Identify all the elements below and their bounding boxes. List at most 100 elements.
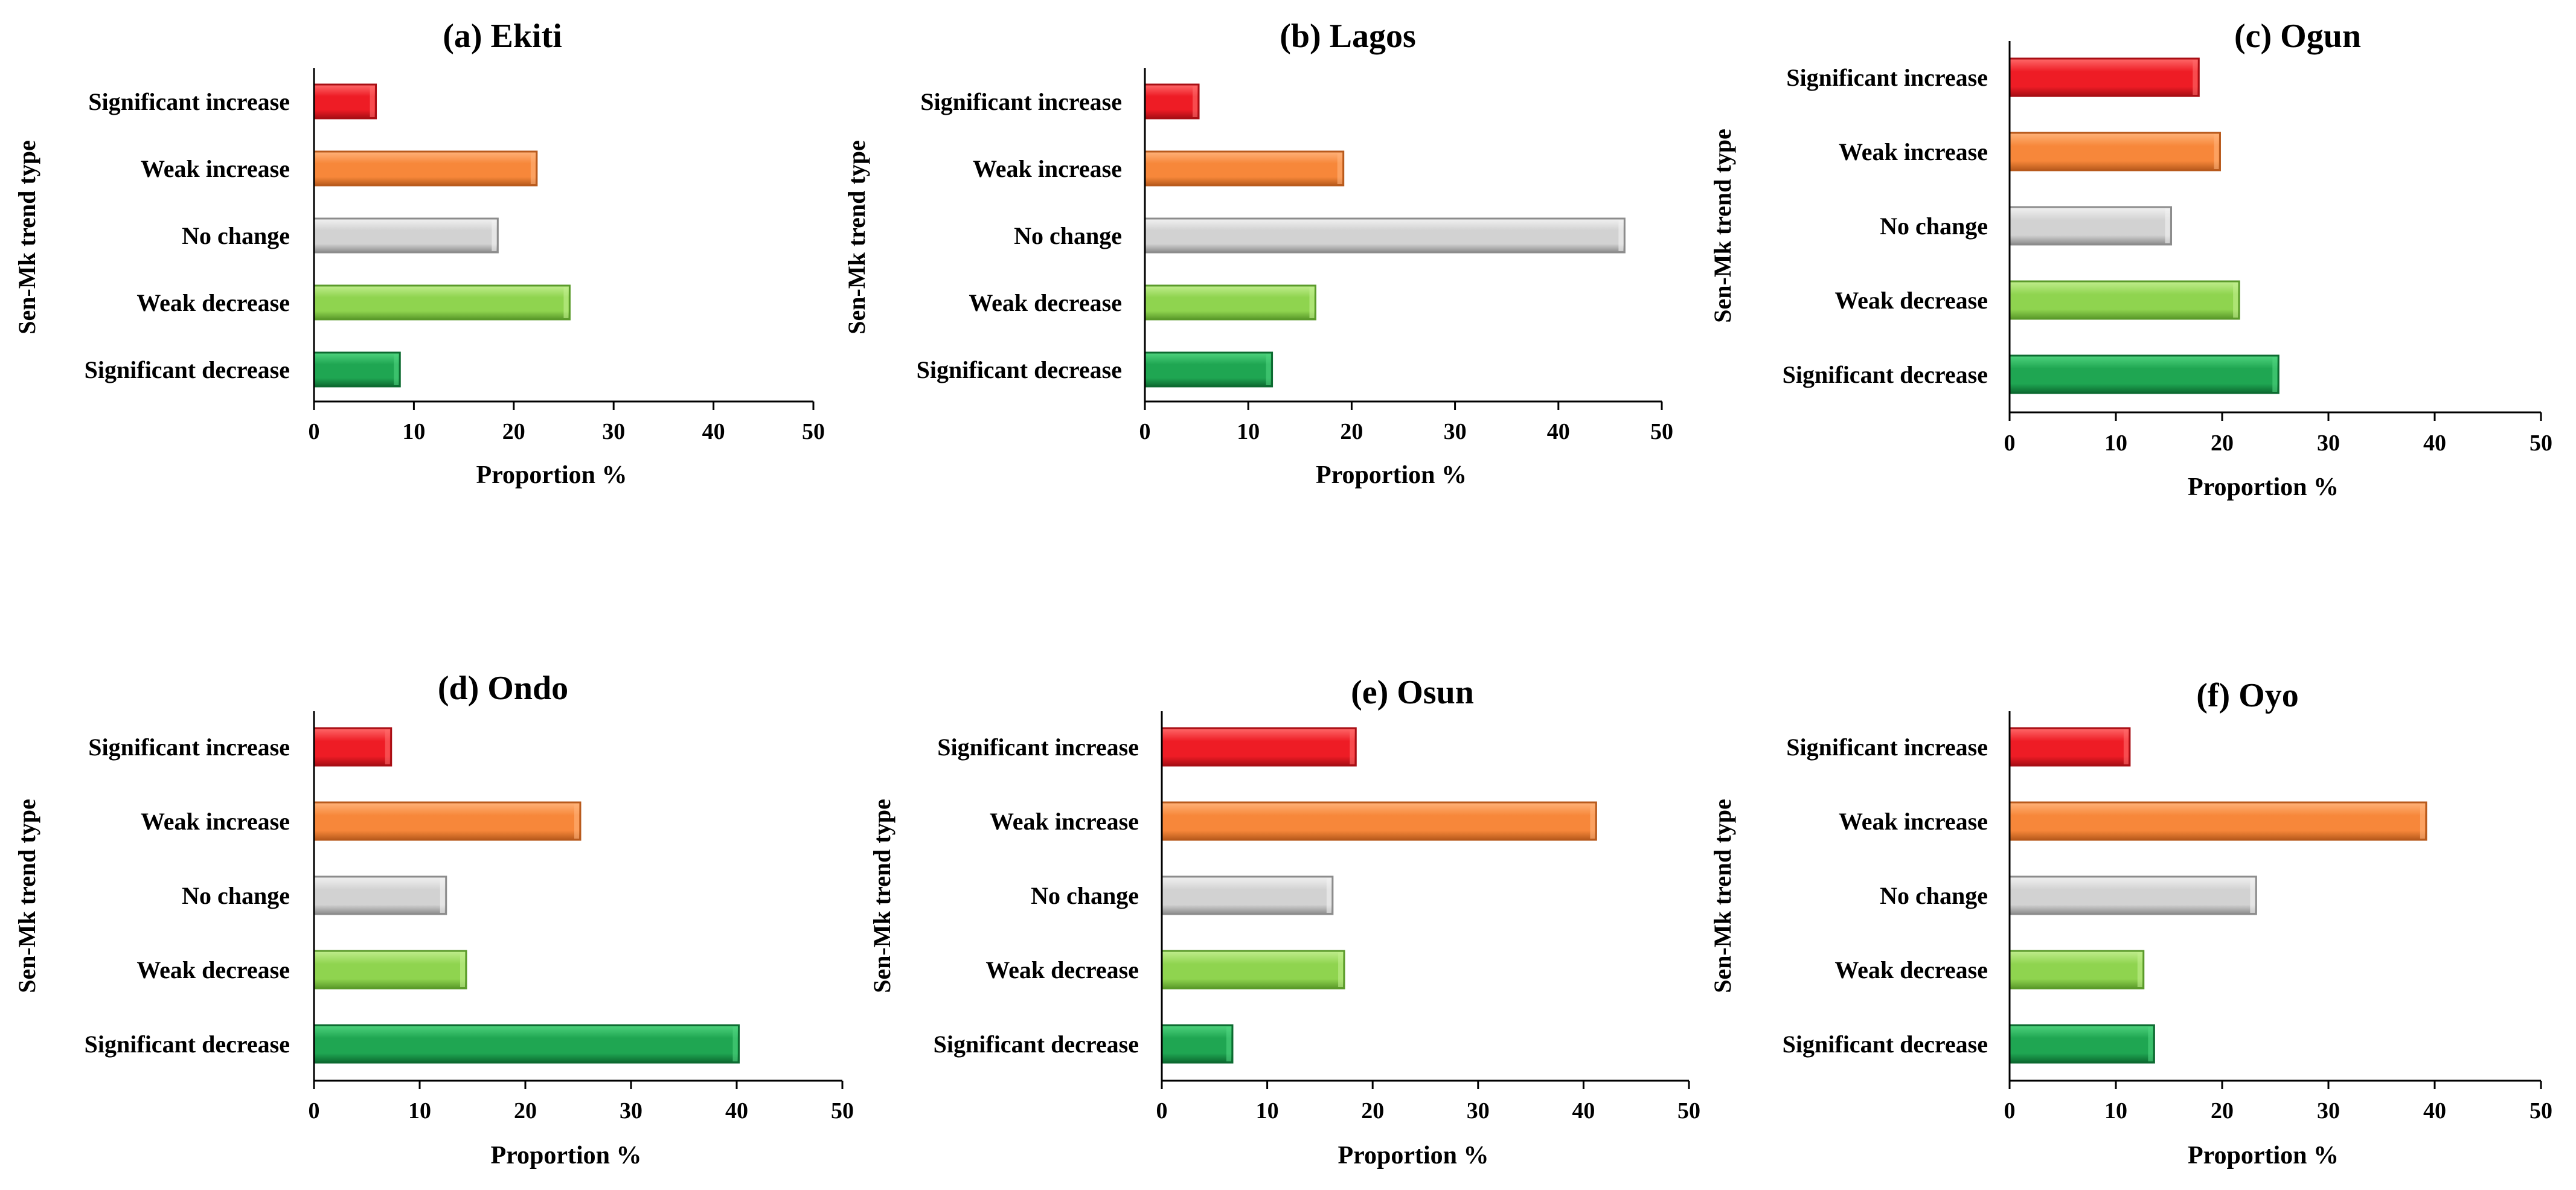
chart-title: (e) Osun [1351,674,1474,711]
x-axis-label: Proportion % [1338,1142,1488,1169]
bar-bevel [1309,287,1315,318]
bar-significant-increase [1161,727,1357,767]
bar-weak-decrease [2008,950,2145,990]
bar-significant-increase [313,83,377,120]
y-axis-label: Sen-Mk trend type [843,140,870,334]
bar-weak-decrease [1161,950,1345,990]
bar-bevel [460,952,465,987]
bar-bevel [2420,804,2425,839]
x-tick-label: 10 [402,419,425,444]
category-label: No change [182,882,290,909]
category-label: Significant decrease [917,356,1122,383]
bar-no-change [313,217,499,254]
bar-significant-increase [2008,57,2200,97]
category-label: Weak increase [141,155,290,182]
bar-bevel [1338,952,1344,987]
x-tick-label: 50 [2530,1098,2552,1124]
bar-bevel [2123,729,2129,764]
bar-no-change [2008,206,2173,246]
chart-panel-4: (d) Ondo Sen-Mk trend type Significant inc… [13,670,854,1169]
x-tick-label: 30 [620,1098,642,1124]
bar-no-change [1161,875,1334,915]
x-tick-label: 40 [702,419,725,444]
x-tick-label: 10 [1237,419,1260,444]
bar-significant-increase [2008,727,2131,767]
x-tick-label: 20 [514,1098,537,1124]
x-tick-label: 30 [602,419,625,444]
x-tick-label: 40 [2423,430,2446,456]
bar-bevel [2193,60,2198,95]
category-label: Weak decrease [136,956,290,984]
bar-bevel [385,729,390,764]
bar-significant-decrease [313,351,401,388]
bar-significant-decrease [313,1024,740,1064]
bar-bevel [370,86,375,117]
category-label: Weak increase [1839,808,1988,835]
chart-panel-3: (c) Ogun Sen-Mk trend type Significant inc… [1709,18,2552,501]
bar-bevel [2272,357,2278,392]
category-label: No change [182,222,290,249]
x-tick-label: 20 [2211,1098,2234,1124]
x-tick-label: 40 [1547,419,1570,444]
category-label: Significant increase [88,734,290,761]
x-tick-label: 40 [2423,1098,2446,1124]
bar-weak-decrease [2008,280,2240,320]
chart-title: (d) Ondo [438,670,568,707]
category-label: Significant increase [1786,64,1988,91]
x-tick-label: 40 [1572,1098,1595,1124]
bar-bevel [1618,220,1624,251]
x-tick-label: 10 [408,1098,431,1124]
category-label: Significant decrease [85,356,290,383]
x-tick-label: 10 [1256,1098,1279,1124]
y-axis-label: Sen-Mk trend type [1709,799,1736,993]
y-axis-label: Sen-Mk trend type [13,799,40,993]
bar-bevel [492,220,497,251]
bar-significant-increase [313,727,392,767]
bar-bevel [1266,354,1271,385]
bar-significant-decrease [2008,354,2280,394]
chart-title: (b) Lagos [1280,18,1416,55]
category-label: No change [1880,213,1988,240]
bar-bevel [1350,729,1355,764]
x-tick-label: 20 [1340,419,1363,444]
category-label: Significant decrease [1783,1031,1988,1058]
category-label: No change [1880,882,1988,909]
bar-bevel [732,1026,738,1061]
bar-significant-decrease [1144,351,1274,388]
x-tick-label: 40 [725,1098,748,1124]
category-label: Weak decrease [1834,287,1988,314]
x-axis-label: Proportion % [2188,1142,2339,1169]
chart-title: (a) Ekiti [443,18,562,55]
bar-bevel [1590,804,1595,839]
chart-panel-1: (a) Ekiti Sen-Mk trend type Significant in… [13,18,825,489]
y-axis-label: Sen-Mk trend type [868,799,896,993]
bar-weak-decrease [313,284,571,321]
x-tick-label: 30 [1467,1098,1490,1124]
chart-panel-2: (b) Lagos Sen-Mk trend type Significant in… [843,18,1673,489]
bar-no-change [1144,217,1626,254]
x-tick-label: 50 [1677,1098,1700,1124]
category-label: Weak decrease [1834,956,1988,984]
y-axis-label: Sen-Mk trend type [13,140,40,334]
y-axis-label: Sen-Mk trend type [1709,129,1736,322]
bar-bevel [563,287,569,318]
x-tick-label: 30 [1444,419,1467,444]
bar-bevel [440,878,445,913]
bar-bevel [1326,878,1331,913]
bar-bevel [2165,208,2170,243]
x-axis-label: Proportion % [490,1142,641,1169]
x-tick-label: 20 [1361,1098,1384,1124]
bar-significant-decrease [1161,1024,1234,1064]
category-label: Weak increase [141,808,290,835]
category-label: Weak decrease [985,956,1139,984]
bar-bevel [2137,952,2142,987]
bar-weak-increase [2008,801,2427,841]
x-tick-label: 50 [1650,419,1673,444]
category-label: Significant increase [88,88,290,115]
category-label: Significant decrease [85,1031,290,1058]
category-label: Weak decrease [969,289,1122,316]
chart-panel-5: (e) Osun Sen-Mk trend type Significant inc… [868,674,1700,1169]
category-label: No change [1014,222,1122,249]
x-tick-label: 20 [502,419,525,444]
